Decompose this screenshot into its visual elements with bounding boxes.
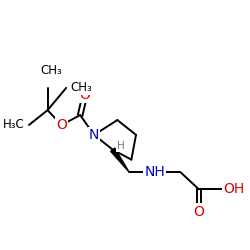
Text: N: N bbox=[89, 128, 99, 142]
Text: CH₃: CH₃ bbox=[40, 64, 62, 77]
Text: O: O bbox=[56, 118, 67, 132]
Text: O: O bbox=[79, 88, 90, 102]
Text: O: O bbox=[194, 204, 204, 218]
Text: OH: OH bbox=[223, 182, 244, 196]
Text: H: H bbox=[117, 141, 125, 151]
Text: NH: NH bbox=[144, 165, 165, 179]
Text: H₃C: H₃C bbox=[3, 118, 25, 132]
Polygon shape bbox=[111, 148, 129, 172]
Text: CH₃: CH₃ bbox=[71, 82, 92, 94]
